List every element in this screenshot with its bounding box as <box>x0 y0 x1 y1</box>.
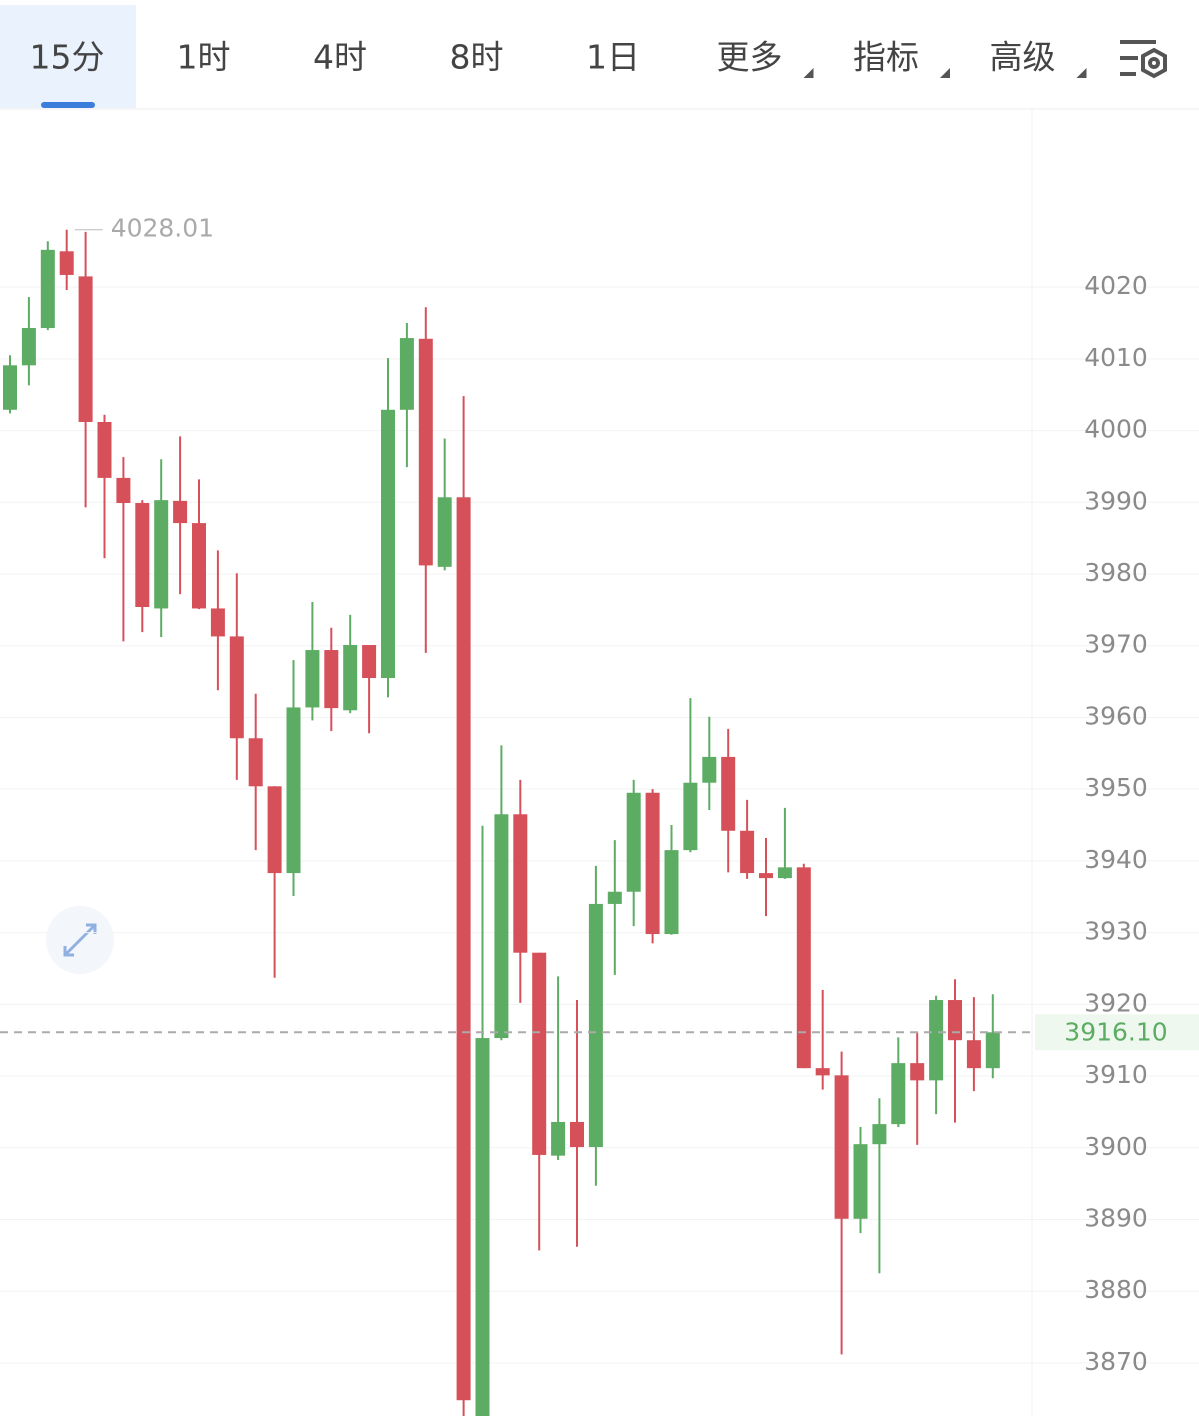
tab[interactable]: 指标 <box>853 38 919 77</box>
candle-body <box>570 1121 584 1148</box>
candle-body <box>154 500 169 609</box>
candle-body <box>834 1075 849 1219</box>
candle-body <box>192 523 206 609</box>
max-label: 4028.01 <box>111 214 214 243</box>
candle-body <box>78 276 93 422</box>
candle-body <box>626 792 641 892</box>
y-tick-label: 3910 <box>1084 1060 1148 1089</box>
candle-body <box>853 1144 868 1219</box>
candle-body <box>532 952 547 1155</box>
last-price-label: 3916.10 <box>1064 1017 1167 1046</box>
tab[interactable]: 8时 <box>450 38 504 77</box>
settings-icon[interactable] <box>1120 40 1167 79</box>
y-tick-label: 4000 <box>1084 415 1148 444</box>
tab[interactable]: 1时 <box>177 38 231 77</box>
candle-body <box>683 782 698 851</box>
candle-body <box>437 497 452 567</box>
candle-body <box>248 738 263 787</box>
candle-body <box>21 328 36 366</box>
candle-body <box>418 338 433 566</box>
candle-body <box>267 786 282 874</box>
tab[interactable]: 15分 <box>30 38 105 77</box>
tab[interactable]: 更多 <box>717 38 783 77</box>
y-tick-label: 3980 <box>1084 558 1148 587</box>
candle-body <box>796 867 811 1069</box>
candle-body <box>494 814 509 1039</box>
candle-body <box>135 503 150 608</box>
y-tick-label: 3930 <box>1084 917 1148 946</box>
candle-body <box>607 891 622 904</box>
candle-body <box>399 338 414 410</box>
y-tick-label: 3870 <box>1084 1347 1148 1376</box>
y-tick-label: 3970 <box>1084 630 1148 659</box>
candle-body <box>929 1000 944 1081</box>
dropdown-arrow <box>1076 68 1087 78</box>
candle-body <box>59 251 74 275</box>
candle-body <box>343 645 358 711</box>
candle-body <box>362 645 377 679</box>
y-tick-label: 3890 <box>1084 1203 1148 1232</box>
candle-body <box>759 873 773 879</box>
y-tick-label: 3940 <box>1084 845 1148 874</box>
candle-body <box>40 249 55 329</box>
candle-body <box>985 1032 1000 1069</box>
tab[interactable]: 4时 <box>313 38 367 77</box>
candle-body <box>513 814 528 953</box>
expand-icon[interactable] <box>46 906 114 974</box>
dropdown-arrow <box>940 68 950 78</box>
candle-body <box>872 1124 887 1145</box>
candle-body <box>948 1000 962 1041</box>
candle-body <box>551 1121 566 1156</box>
candle-body <box>910 1063 925 1081</box>
candle-body <box>305 650 320 708</box>
candle-body <box>97 421 112 478</box>
y-tick-label: 3900 <box>1084 1132 1148 1161</box>
y-tick-label: 4010 <box>1084 343 1148 372</box>
candle-body <box>664 850 679 935</box>
y-tick-label: 4020 <box>1084 271 1148 300</box>
last-price-box <box>1035 1014 1199 1051</box>
y-tick-label: 3990 <box>1084 486 1148 515</box>
candle-body <box>645 792 660 935</box>
candle-body <box>891 1063 906 1125</box>
candle-body <box>324 650 339 709</box>
candle-body <box>210 608 225 637</box>
tab[interactable]: 1日 <box>586 38 640 77</box>
candle-body <box>456 497 471 1401</box>
candle-body <box>3 365 17 410</box>
tab[interactable]: 高级 <box>990 38 1056 77</box>
candle-body <box>815 1068 830 1076</box>
candle-body <box>381 409 395 679</box>
candle-body <box>229 636 244 739</box>
y-tick-label: 3960 <box>1084 701 1148 730</box>
candle-body <box>966 1040 981 1069</box>
y-tick-label: 3880 <box>1084 1275 1148 1304</box>
candle-body <box>777 867 792 879</box>
y-tick-label: 3920 <box>1084 988 1148 1017</box>
candle-body <box>588 903 603 1148</box>
candle-body <box>721 756 736 831</box>
candle-body <box>286 707 301 874</box>
candle-body <box>475 1038 490 1416</box>
dropdown-arrow <box>803 68 814 78</box>
selected-tab-indicator <box>41 102 95 108</box>
candle-body <box>173 500 188 524</box>
candle-body <box>740 830 755 874</box>
candle-body <box>702 756 717 783</box>
y-tick-label: 3950 <box>1084 773 1148 802</box>
candle-body <box>116 477 131 504</box>
selected-tab-bg <box>0 5 136 108</box>
